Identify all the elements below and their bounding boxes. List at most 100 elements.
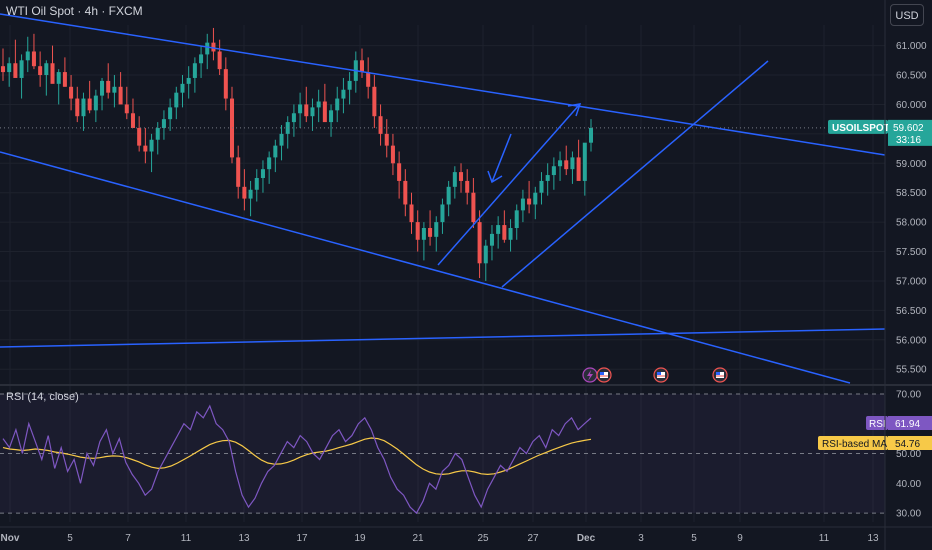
rsi-tick-label: 50.00 [896,449,921,460]
candle-body [428,228,433,237]
candle-body [588,127,594,143]
ma-tag-label-bg [818,436,888,450]
candle-body [186,77,191,84]
price-tick-label: 57.500 [896,247,927,258]
candle-body [217,51,222,70]
candle-body [421,228,426,240]
candle-body [50,63,55,84]
price-tick-label: 56.000 [896,335,927,346]
candle-body [452,172,457,187]
candle-body [310,107,315,117]
candle-body [335,98,340,111]
candle-body [69,86,74,99]
candle-body [236,157,241,187]
candle-body [137,127,142,146]
candle-body [223,69,228,99]
candle-body [564,160,569,170]
candle-body [118,86,123,105]
down-arrow-head [487,170,503,184]
candle-body [502,225,507,240]
candle-body [149,139,154,152]
rising-trend-line [501,60,769,288]
rsi-tag-label: RSI [869,419,886,430]
rsi-tick-label: 40.00 [896,479,921,490]
candle-body [168,107,173,120]
price-tag-countdown: 33:16 [896,135,921,146]
candle-body [527,198,532,205]
rsi-line [2,404,592,515]
price-tick-label: 60.500 [896,71,927,82]
symbol-tag-bg [828,119,888,134]
ma-tag-label: RSI-based MA [822,439,887,450]
candle-body [161,119,166,128]
candle-body [508,228,513,240]
candle-body [298,104,303,114]
candle-body [434,222,439,237]
candle-body [279,133,284,146]
candle-body [93,95,98,111]
flag-canton [600,372,604,375]
candle-body [143,145,148,152]
down-arrow-line [491,133,512,183]
up-arrow-head [567,103,582,117]
candle-body [291,113,296,123]
price-tick-label: 58.000 [896,218,927,229]
candle-body [7,63,12,73]
ma-tag-value-bg [888,436,932,450]
price-tag-value: 59.602 [893,123,924,134]
candle-body [260,169,265,178]
candle-body [180,83,185,93]
price-tick-label: 55.500 [896,365,927,376]
candle-body [570,157,575,170]
candle-body [248,189,253,199]
candle-body [483,245,488,264]
candle-body [397,163,402,181]
candle-body [304,104,309,117]
rsi-tick-label: 70.00 [896,389,921,400]
candle-body [81,98,86,117]
price-tick-label: 59.000 [896,159,927,170]
candle-body [372,86,377,117]
candle-body [44,63,49,76]
chart-title: WTI Oil Spot · 4h · FXCM [6,4,143,18]
time-tick-label: 19 [354,533,366,544]
candle-body [56,72,61,84]
currency-button[interactable]: USD [890,4,924,26]
horizontal-support-line [0,328,886,348]
candle-body [25,51,30,61]
time-tick-label: Dec [577,533,596,544]
candle-body [0,66,6,73]
candle-body [242,186,247,199]
flag-canton [657,372,661,375]
time-tick-label: 21 [412,533,424,544]
time-tick-label: 27 [527,533,539,544]
up-arrow-line [437,103,581,266]
candle-body [62,72,67,87]
candle-body [112,86,117,93]
candle-body [174,92,179,108]
candle-body [520,198,525,211]
candle-body [582,142,587,181]
candle-body [19,60,24,78]
candle-body [13,63,18,78]
candle-body [533,192,538,205]
candle-body [31,51,36,67]
rsi-tag-value: 61.94 [895,419,920,430]
candle-body [341,89,346,99]
candle-body [192,63,197,78]
candle-body [316,101,321,108]
rsi-tag-value-bg [888,416,932,430]
flag-canton [716,372,720,375]
candle-body [558,160,563,167]
time-tick-label: 7 [125,533,131,544]
candle-body [254,177,259,190]
candle-body [211,42,216,52]
candle-body [390,145,395,164]
symbol-tag-text: USOILSPOT [832,123,890,134]
price-tag-bg [888,119,932,146]
candle-body [366,72,371,87]
candle-body [100,80,105,96]
price-tick-label: 57.000 [896,276,927,287]
candle-body [471,192,476,223]
